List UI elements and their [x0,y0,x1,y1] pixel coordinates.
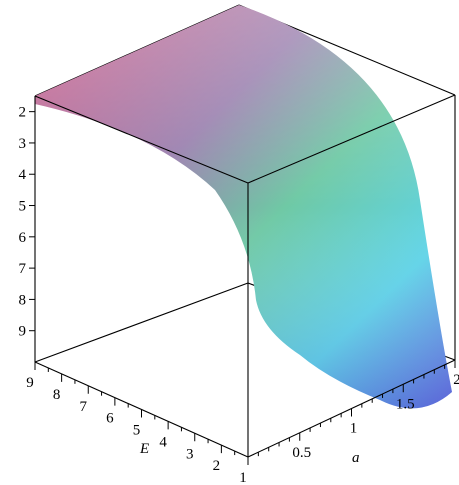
z-tick-label: 9 [19,324,27,340]
e-tick-label: 6 [106,411,114,427]
e-tick-label: 7 [80,399,88,415]
box-edge-floor-back [34,282,249,363]
box-edge-top-front-left [34,95,249,184]
e-tick-label: 4 [159,434,167,450]
surface-shading [35,5,452,409]
z-tick-label: 6 [19,230,27,246]
z-tick-label: 4 [19,167,27,183]
e-tick-label: 9 [26,375,34,391]
z-tick-label: 3 [19,136,27,152]
z-tick-label: 5 [19,199,27,215]
a-axis-label: a [352,450,360,466]
surface [35,5,452,409]
z-tick-label: 2 [19,105,27,121]
z-axis-ticks: 2 3 4 5 6 7 8 9 [19,105,35,340]
a-tick-label: 1.5 [396,396,415,412]
a-tick-label: 0.5 [292,445,311,461]
e-axis-ticks: 1 2 3 4 5 6 7 8 9 [26,362,249,485]
e-tick-label: 2 [213,458,221,474]
e-tick-label: 8 [53,387,61,403]
z-tick-label: 8 [19,292,27,308]
a-tick-label: 1 [350,421,358,437]
z-tick-label: 7 [19,261,27,277]
e-tick-label: 3 [186,446,194,462]
e-axis-label: E [139,441,149,457]
a-tick-label: 2 [453,372,459,388]
box-edge-top-front-right [247,94,456,184]
e-tick-label: 1 [239,470,247,485]
a-axis-ticks: 0.5 1 1.5 2 [247,360,459,465]
e-tick-label: 5 [133,423,141,439]
